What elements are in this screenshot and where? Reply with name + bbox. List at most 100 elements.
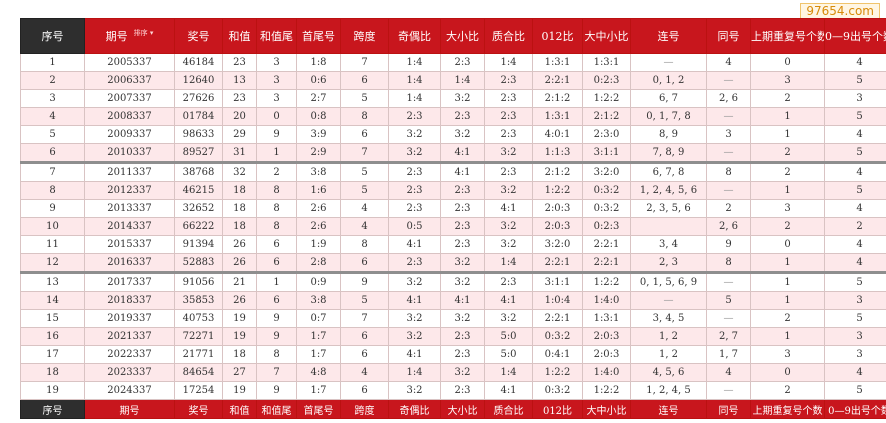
table-row: 8 2012337 46215 18 8 1:6 5 2:3 2:3 3:2 1:2:2 0:3:2 1… (20, 181, 886, 200)
cell-numbers: 72271 (174, 327, 223, 346)
sort-label[interactable]: 排序 ▾ (133, 29, 154, 37)
header-digit-count: 0—9出号个数 (824, 18, 886, 54)
cell-first-last: 0:6 (296, 71, 341, 90)
table-row: 3 2007337 27626 23 3 2:7 5 1:4 3:2 2:3 2:1:2 1:2:2 6… (20, 89, 886, 108)
cell-same: — (706, 71, 751, 90)
cell-consecutive: 1, 2 (630, 327, 707, 346)
cell-big-small: 4:1 (440, 161, 485, 182)
cell-prime-composite: 4:1 (484, 199, 533, 218)
cell-big-small: 3:2 (440, 253, 485, 273)
cell-same: — (706, 309, 751, 328)
cell-sum: 26 (222, 291, 257, 310)
cell-period: 2013337 (84, 199, 175, 218)
cell-odd-even: 4:1 (388, 291, 441, 310)
header-label: 连号 (657, 30, 680, 43)
cell-span: 7 (340, 53, 389, 72)
cell-repeat-count: 1 (750, 107, 825, 126)
cell-digit-count: 3 (824, 291, 886, 310)
cell-seq: 15 (20, 309, 85, 328)
cell-seq: 9 (20, 199, 85, 218)
cell-big-mid-small: 1:2:2 (582, 381, 631, 400)
cell-seq: 10 (20, 217, 85, 236)
cell-mod012: 4:0:1 (532, 125, 583, 144)
cell-digit-count: 5 (824, 143, 886, 163)
footer-digit-count: 0—9出号个数 (824, 399, 886, 419)
cell-repeat-count: 0 (750, 235, 825, 254)
cell-same: 8 (706, 253, 751, 273)
cell-odd-even: 2:3 (388, 253, 441, 273)
cell-mod012: 3:2:0 (532, 235, 583, 254)
cell-first-last: 2:9 (296, 143, 341, 163)
table-row: 4 2008337 01784 20 0 0:8 8 2:3 2:3 2:3 1:3:1 2:1:2 0… (20, 107, 886, 126)
cell-odd-even: 3:2 (388, 143, 441, 163)
cell-period: 2007337 (84, 89, 175, 108)
header-span: 跨度 (340, 18, 389, 54)
footer-odd-even: 奇偶比 (388, 399, 441, 419)
cell-seq: 11 (20, 235, 85, 254)
header-seq: 序号 (20, 18, 85, 54)
cell-seq: 4 (20, 107, 85, 126)
cell-big-mid-small: 3:2:0 (582, 161, 631, 182)
cell-odd-even: 1:4 (388, 363, 441, 382)
cell-repeat-count: 2 (750, 309, 825, 328)
cell-sum-tail: 3 (256, 89, 297, 108)
cell-mod012: 0:4:1 (532, 345, 583, 364)
cell-period: 2017337 (84, 271, 175, 292)
table-row: 12 2016337 52883 26 6 2:8 6 2:3 3:2 1:4 2:2:1 2:2:1… (20, 253, 886, 273)
cell-prime-composite: 2:3 (484, 89, 533, 108)
cell-big-mid-small: 0:3:2 (582, 199, 631, 218)
header-period[interactable]: 期号 排序 ▾ (84, 18, 175, 54)
cell-digit-count: 4 (824, 363, 886, 382)
cell-digit-count: 4 (824, 53, 886, 72)
header-big-mid-small: 大中小比 (582, 18, 631, 54)
header-odd-even: 奇偶比 (388, 18, 441, 54)
cell-period: 2009337 (84, 125, 175, 144)
cell-span: 6 (340, 125, 389, 144)
header-big-small: 大小比 (440, 18, 485, 54)
cell-period: 2015337 (84, 235, 175, 254)
cell-numbers: 21771 (174, 345, 223, 364)
cell-prime-composite: 4:1 (484, 291, 533, 310)
cell-big-small: 2:3 (440, 199, 485, 218)
cell-digit-count: 4 (824, 253, 886, 273)
lottery-history-table: 序号 期号 排序 ▾ 奖号 和值 和值尾 首尾号 跨度 奇偶比 大小比 质合比 012比 大中小比 连号同… (20, 18, 886, 419)
cell-mod012: 2:1:2 (532, 161, 583, 182)
cell-prime-composite: 2:3 (484, 125, 533, 144)
footer-consecutive: 连号 (630, 399, 707, 419)
cell-seq: 19 (20, 381, 85, 400)
cell-numbers: 12640 (174, 71, 223, 90)
cell-same: — (706, 143, 751, 163)
cell-same: — (706, 107, 751, 126)
cell-numbers: 52883 (174, 253, 223, 273)
table-row: 7 2011337 38768 32 2 3:8 5 2:3 4:1 2:3 2:1:2 3:2:0 6… (20, 161, 886, 182)
cell-consecutive: 3, 4 (630, 235, 707, 254)
cell-same: 3 (706, 125, 751, 144)
cell-seq: 5 (20, 125, 85, 144)
cell-prime-composite: 1:4 (484, 53, 533, 72)
cell-same: 5 (706, 291, 751, 310)
cell-digit-count: 5 (824, 381, 886, 400)
table-row: 6 2010337 89527 31 1 2:9 7 3:2 4:1 3:2 1:1:3 3:1:1 7… (20, 143, 886, 163)
table-row: 10 2014337 66222 18 8 2:6 4 0:5 2:3 3:2 2:0:3 0:2:3… (20, 217, 886, 236)
footer-sum: 和值 (222, 399, 257, 419)
cell-span: 8 (340, 235, 389, 254)
cell-first-last: 2:6 (296, 199, 341, 218)
footer-seq: 序号 (20, 399, 85, 419)
cell-digit-count: 4 (824, 235, 886, 254)
table-row: 1 2005337 46184 23 3 1:8 7 1:4 2:3 1:4 1:3:1 1:3:1—… (20, 53, 886, 72)
cell-sum: 21 (222, 271, 257, 292)
cell-sum-tail: 9 (256, 381, 297, 400)
footer-first-last: 首尾号 (296, 399, 341, 419)
cell-sum-tail: 6 (256, 291, 297, 310)
cell-mod012: 1:3:1 (532, 107, 583, 126)
header-same: 同号 (706, 18, 751, 54)
cell-first-last: 1:8 (296, 53, 341, 72)
cell-first-last: 3:9 (296, 125, 341, 144)
cell-consecutive: 4, 5, 6 (630, 363, 707, 382)
cell-sum-tail: 9 (256, 125, 297, 144)
cell-big-mid-small: 0:3:2 (582, 181, 631, 200)
cell-seq: 13 (20, 271, 85, 292)
cell-numbers: 98633 (174, 125, 223, 144)
table-row: 15 2019337 40753 19 9 0:7 7 3:2 3:2 3:2 2:2:1 1:3:1… (20, 309, 886, 328)
cell-mod012: 3:1:1 (532, 271, 583, 292)
